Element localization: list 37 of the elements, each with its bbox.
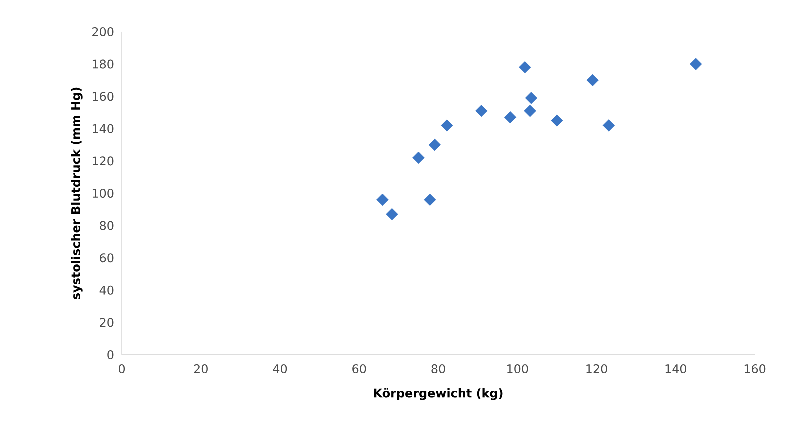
- x-tick-label: 0: [118, 364, 126, 374]
- y-tick-label: 0: [108, 350, 114, 360]
- point: [586, 74, 599, 87]
- y-tick-label: 80: [100, 221, 114, 230]
- x-tick-label: 80: [432, 364, 446, 374]
- y-tick-label: 160: [92, 92, 114, 102]
- y-tick-label: 180: [92, 60, 114, 69]
- point: [551, 114, 564, 127]
- y-tick-label: 140: [92, 124, 114, 134]
- x-axis-title: Körpergewicht (kg): [374, 388, 503, 400]
- x-tick-label: 100: [508, 364, 528, 374]
- y-tick-label: 120: [92, 156, 114, 166]
- y-tick-label: 100: [92, 188, 114, 198]
- point: [504, 111, 517, 124]
- point: [441, 120, 454, 132]
- x-tick-label: 20: [194, 364, 208, 374]
- x-tick-label: 40: [273, 364, 288, 374]
- y-tick-label: 20: [100, 318, 114, 328]
- y-tick-label: 200: [92, 27, 114, 37]
- x-tick-label: 60: [352, 364, 366, 374]
- point: [424, 194, 436, 206]
- point: [428, 138, 442, 152]
- x-tick-label: 120: [586, 364, 608, 374]
- y-axis-title: systolischer Blutdruck (mm Hg): [71, 88, 83, 300]
- point: [524, 105, 536, 118]
- x-tick-label: 140: [666, 364, 686, 374]
- point: [519, 61, 532, 74]
- point: [376, 194, 389, 206]
- point: [690, 58, 702, 70]
- point: [386, 208, 398, 221]
- x-tick-label: 160: [744, 364, 766, 374]
- point: [476, 105, 488, 118]
- point: [602, 120, 616, 132]
- y-tick-label: 40: [100, 286, 114, 295]
- point: [412, 152, 425, 164]
- point: [525, 92, 538, 104]
- y-tick-label: 60: [100, 254, 114, 263]
